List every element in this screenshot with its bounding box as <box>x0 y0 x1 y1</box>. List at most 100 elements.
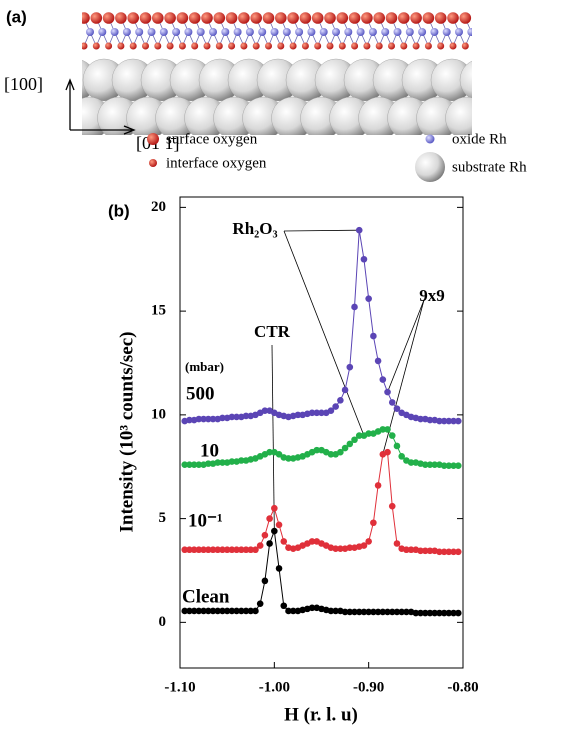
data-point <box>421 609 429 617</box>
data-point <box>426 461 434 468</box>
x-tick-label: -0.80 <box>447 679 478 695</box>
data-point <box>200 546 207 554</box>
substrate-atom <box>445 96 472 135</box>
interface-oxygen <box>105 42 113 50</box>
x-tick-label: -0.90 <box>353 679 384 695</box>
data-point <box>440 609 448 617</box>
data-point <box>351 436 358 444</box>
data-point <box>403 608 410 616</box>
data-point <box>190 607 198 615</box>
data-point <box>219 414 226 422</box>
data-point <box>403 546 410 554</box>
data-point <box>426 547 434 555</box>
data-point <box>205 546 212 554</box>
data-point <box>266 515 273 522</box>
oxide-rh <box>418 28 427 36</box>
data-point <box>379 426 387 433</box>
data-point <box>275 565 283 572</box>
data-point <box>454 462 462 469</box>
data-point <box>412 609 420 617</box>
annotation-line <box>283 229 360 232</box>
surface-oxygen <box>188 12 201 24</box>
oxide-rh <box>86 28 94 36</box>
data-point <box>238 457 245 464</box>
surface-oxygen <box>459 12 472 24</box>
oxide-rh <box>196 28 205 36</box>
interface-oxygen <box>400 42 408 50</box>
interface-oxygen <box>351 42 359 50</box>
annotation: Rh₂O₃ <box>232 219 277 238</box>
interface-oxygen <box>203 42 211 50</box>
surface-oxygen <box>201 12 213 24</box>
y-tick-label: 0 <box>159 614 167 630</box>
data-point <box>417 415 424 423</box>
data-point <box>365 430 372 437</box>
oxide-rh <box>381 28 390 36</box>
surface-oxygen <box>311 12 324 24</box>
data-point <box>233 413 240 421</box>
interface-oxygen <box>277 42 285 50</box>
surface-oxygen <box>361 12 373 24</box>
oxide-rh <box>442 28 451 36</box>
data-point <box>214 459 222 466</box>
data-point <box>308 538 316 545</box>
data-point <box>384 608 391 616</box>
oxide-rh <box>368 28 377 36</box>
data-point <box>233 607 240 615</box>
legend-swatch <box>415 152 445 182</box>
surface-oxygen <box>434 12 447 24</box>
oxide-rh <box>467 28 472 36</box>
interface-oxygen <box>228 42 236 50</box>
data-point <box>181 461 189 468</box>
interface-oxygen <box>265 42 272 50</box>
data-point <box>417 547 424 555</box>
interface-oxygen <box>142 42 149 50</box>
oxide-rh <box>172 28 181 36</box>
data-point <box>388 608 396 616</box>
data-point <box>450 417 457 425</box>
data-point <box>346 440 354 448</box>
surface-oxygen <box>422 12 435 24</box>
annotation: CTR <box>254 322 291 341</box>
data-point <box>195 461 203 468</box>
data-point <box>186 607 193 615</box>
oxide-rh <box>209 28 217 36</box>
x-tick-label: -1.00 <box>259 679 290 695</box>
interface-oxygen <box>437 42 445 50</box>
surface-oxygen <box>164 12 176 24</box>
data-point <box>341 386 349 394</box>
oxide-rh <box>159 28 168 36</box>
legend-swatch <box>149 159 157 167</box>
data-point <box>313 409 321 417</box>
surface-oxygen <box>447 12 459 24</box>
surface-oxygen <box>139 12 152 24</box>
series-line <box>184 451 459 553</box>
data-point <box>219 459 226 466</box>
oxide-rh <box>258 28 267 36</box>
oxide-rh <box>122 28 131 36</box>
oxide-rh <box>405 28 414 36</box>
legend-swatch <box>147 133 159 145</box>
oxide-rh <box>135 28 144 36</box>
data-point <box>308 409 316 417</box>
data-point <box>393 405 401 412</box>
data-point <box>436 548 443 556</box>
data-point <box>384 448 391 456</box>
data-point <box>205 460 212 467</box>
data-point <box>242 412 250 420</box>
oxide-rh <box>282 28 291 36</box>
data-point <box>337 397 344 404</box>
data-point <box>388 502 396 510</box>
interface-oxygen <box>178 42 186 50</box>
surface-oxygen <box>238 12 250 24</box>
oxide-rh <box>356 28 365 36</box>
plot-frame <box>179 196 464 669</box>
y-tick-label: 15 <box>151 303 166 319</box>
data-point <box>271 527 278 535</box>
data-point <box>238 607 245 615</box>
data-point <box>351 303 358 311</box>
data-point <box>195 607 203 615</box>
annotation-line <box>283 230 365 436</box>
surface-oxygen <box>127 12 139 24</box>
data-point <box>450 462 457 469</box>
